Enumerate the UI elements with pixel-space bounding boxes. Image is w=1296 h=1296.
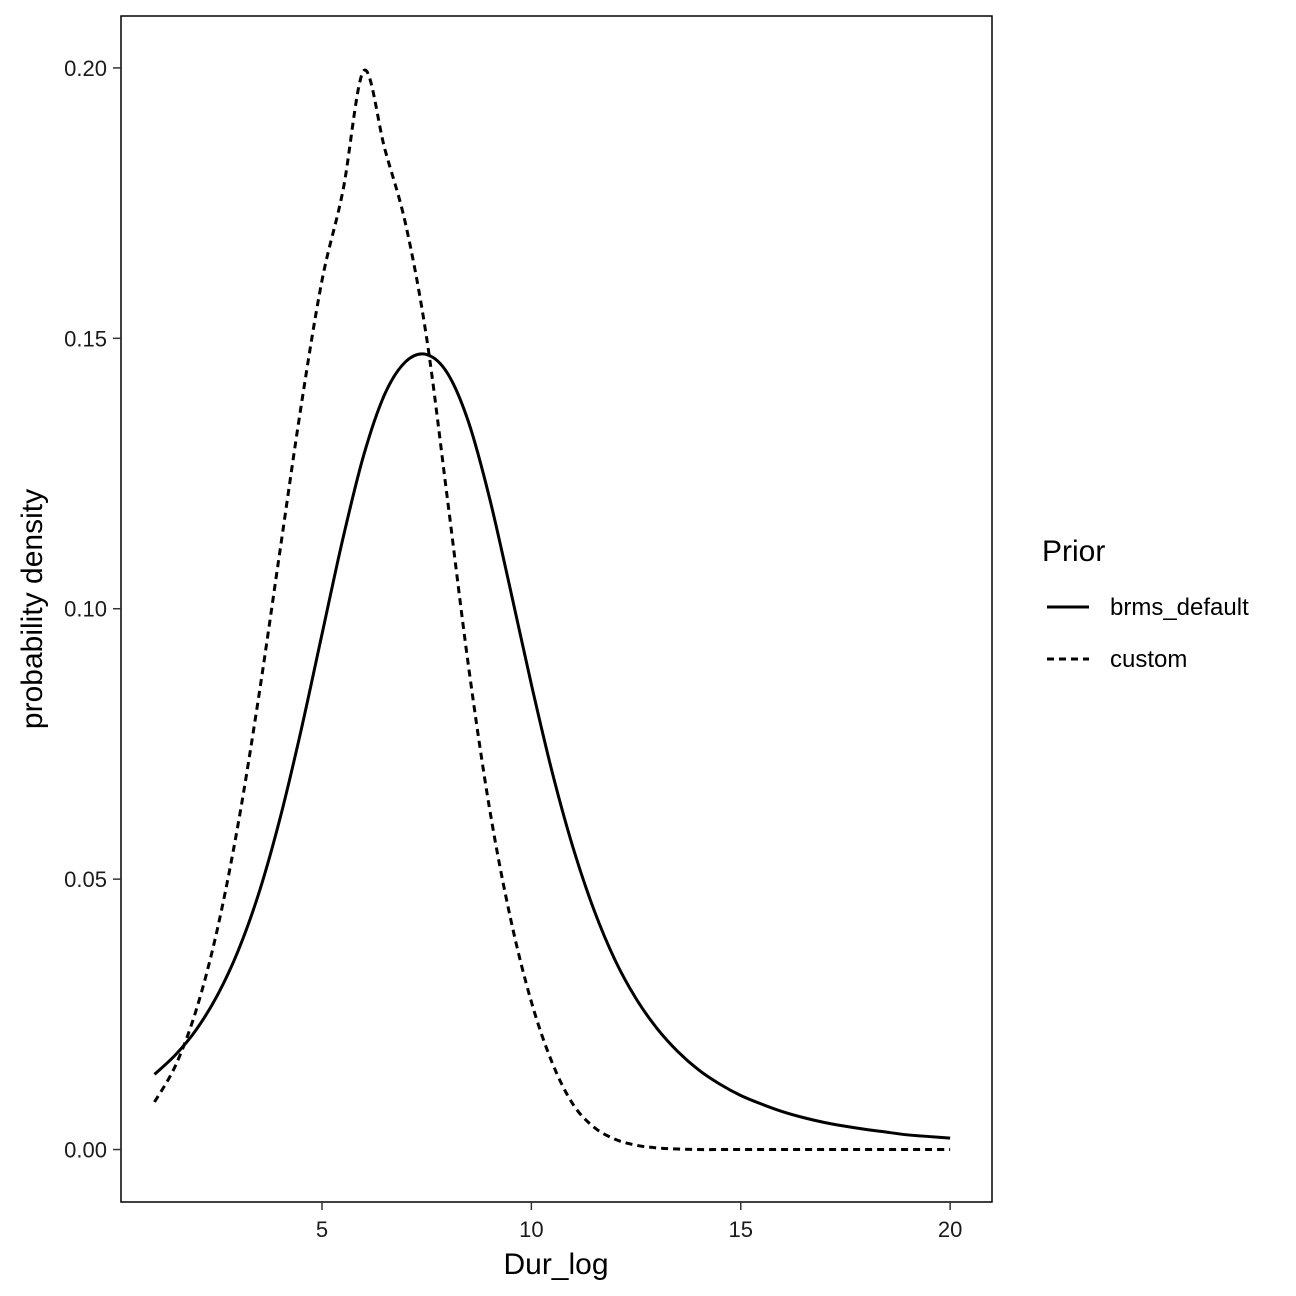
series-layer [153, 68, 951, 1152]
x-tick-label: 20 [938, 1217, 962, 1242]
x-tick-label: 5 [316, 1217, 328, 1242]
y-axis-title: probability density [16, 489, 49, 729]
plot-panel [120, 15, 993, 1203]
y-tick-label: 0.15 [64, 326, 107, 351]
legend-label-brms_default: brms_default [1110, 594, 1249, 621]
y-tick-label: 0.05 [64, 867, 107, 892]
y-tick-label: 0.00 [64, 1138, 107, 1163]
x-axis: 5 10 15 20 [316, 1202, 962, 1242]
x-tick-label: 15 [729, 1217, 753, 1242]
series-line-brms_default [153, 352, 951, 1140]
x-axis-title: Dur_log [503, 1248, 608, 1281]
y-axis: 0.00 0.05 0.10 0.15 0.20 [64, 56, 121, 1163]
y-tick-label: 0.10 [64, 597, 107, 622]
legend-label-custom: custom [1110, 646, 1187, 673]
legend-title: Prior [1042, 535, 1105, 568]
series-line-custom [153, 68, 951, 1152]
x-tick-label: 10 [519, 1217, 543, 1242]
y-tick-label: 0.20 [64, 56, 107, 81]
